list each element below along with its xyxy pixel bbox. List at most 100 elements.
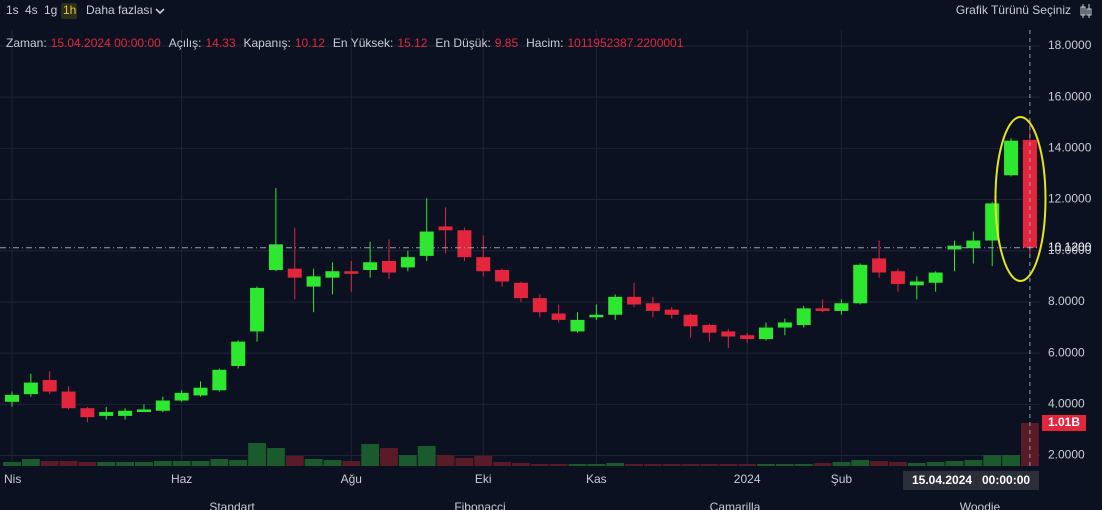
- volume-bar: [1020, 423, 1039, 466]
- candle-body: [325, 271, 340, 278]
- volume-bar: [380, 448, 398, 466]
- price-tag: [1040, 238, 1102, 257]
- info-value: 10.12: [295, 36, 325, 50]
- candle-body: [815, 308, 830, 311]
- candle-body: [683, 314, 698, 327]
- volume-bar: [889, 462, 907, 466]
- volume-bar: [97, 462, 116, 466]
- candle-body: [193, 387, 208, 396]
- candle-body: [438, 226, 453, 231]
- indicator-label[interactable]: Camarilla: [710, 500, 761, 510]
- crosshair-date: 15.04.2024: [912, 473, 972, 487]
- volume-bar: [116, 462, 135, 466]
- volume-layer: [3, 423, 1039, 466]
- volume-bar: [643, 464, 662, 466]
- candle-body: [627, 296, 642, 305]
- y-tick-label: 4.0000: [1048, 397, 1085, 411]
- candle-body: [250, 287, 265, 332]
- volume-bar: [568, 464, 587, 466]
- candle-body: [664, 309, 679, 315]
- candle-body: [589, 314, 604, 318]
- candle-body: [909, 281, 924, 286]
- volume-bar: [59, 460, 78, 466]
- candle-body: [551, 313, 566, 320]
- candle-body: [796, 308, 811, 325]
- volume-bar: [870, 460, 889, 466]
- volume-bar: [436, 454, 455, 466]
- x-tick-label: Kas: [586, 472, 607, 486]
- volume-bar: [530, 464, 549, 466]
- info-label: Hacim:: [526, 36, 563, 50]
- indicator-label[interactable]: Woodie: [960, 500, 1001, 510]
- volume-bar: [625, 464, 643, 466]
- candle-body: [476, 257, 491, 272]
- y-tick-label: 14.0000: [1048, 141, 1092, 155]
- volume-bar: [191, 460, 210, 466]
- volume-tag-label: 1.01B: [1048, 415, 1080, 429]
- interval-button[interactable]: 4s: [25, 3, 38, 17]
- candle-body: [23, 382, 38, 395]
- candle-body: [1004, 140, 1019, 176]
- volume-bar: [757, 464, 775, 466]
- volume-bar: [21, 458, 40, 466]
- volume-bar: [78, 462, 97, 466]
- crosshair-time: 00:00:00: [982, 473, 1030, 487]
- volume-bar: [172, 460, 191, 466]
- chart-type-button[interactable]: Grafik Türünü Seçiniz: [956, 3, 1071, 17]
- candle-body: [513, 282, 528, 299]
- candle-body: [740, 335, 755, 340]
- volume-bar: [681, 464, 700, 466]
- y-tick-label: 12.0000: [1048, 192, 1092, 206]
- volume-bar: [606, 462, 625, 466]
- volume-bar: [229, 460, 248, 466]
- volume-bar: [794, 464, 813, 466]
- interval-button[interactable]: 1s: [6, 3, 19, 17]
- volume-bar: [493, 462, 512, 466]
- volume-bar: [700, 464, 719, 466]
- candle-body: [136, 409, 151, 413]
- indicator-label[interactable]: Fibonacci: [454, 500, 505, 510]
- volume-bar: [945, 460, 964, 466]
- x-tick-label: Nis: [4, 472, 21, 486]
- volume-bar: [738, 464, 757, 466]
- volume-bar: [417, 446, 436, 466]
- y-tick-label: 8.0000: [1048, 294, 1085, 308]
- info-label: En Yüksek:: [333, 36, 393, 50]
- candle-body: [702, 325, 717, 333]
- candle-icon[interactable]: [1080, 4, 1092, 18]
- interval-button[interactable]: 1g: [44, 3, 57, 17]
- volume-bar: [549, 464, 568, 466]
- interval-button[interactable]: 1h: [63, 3, 76, 17]
- indicator-label[interactable]: Standart: [209, 500, 255, 510]
- candle-body: [645, 303, 660, 311]
- info-value: 1011952387.2200001: [567, 36, 683, 50]
- candle-body: [570, 319, 585, 332]
- volume-bar: [3, 462, 21, 466]
- y-tick-label: 10.0000: [1048, 243, 1092, 257]
- candle-body: [382, 261, 396, 273]
- info-value: 15.04.2024 00:00:00: [51, 36, 161, 50]
- x-tick-label: Ağu: [341, 472, 362, 486]
- volume-bar: [153, 460, 172, 466]
- volume-bar: [512, 462, 530, 466]
- volume-bar: [266, 448, 285, 466]
- overlay: 10.1200 1.01B 15.04.2024 00:00:00: [0, 30, 1102, 490]
- candle-body: [306, 276, 321, 287]
- x-tick-label: Eki: [475, 472, 492, 486]
- volume-bar: [1002, 454, 1020, 466]
- candle-body: [400, 257, 415, 268]
- interval-highlight: [61, 3, 77, 19]
- candle-body: [155, 400, 170, 411]
- volume-bar: [662, 464, 681, 466]
- x-tick-label: 2024: [734, 472, 761, 486]
- volume-bar: [398, 454, 417, 466]
- candle-body: [118, 410, 133, 416]
- volume-bar: [832, 462, 851, 466]
- price-tag-label: 10.1200: [1048, 240, 1092, 254]
- info-value: 15.12: [397, 36, 427, 50]
- candle-body: [777, 322, 792, 328]
- more-button[interactable]: Daha fazlası: [86, 3, 153, 17]
- candle-body: [42, 380, 57, 392]
- crosshair-tag: [903, 471, 1039, 490]
